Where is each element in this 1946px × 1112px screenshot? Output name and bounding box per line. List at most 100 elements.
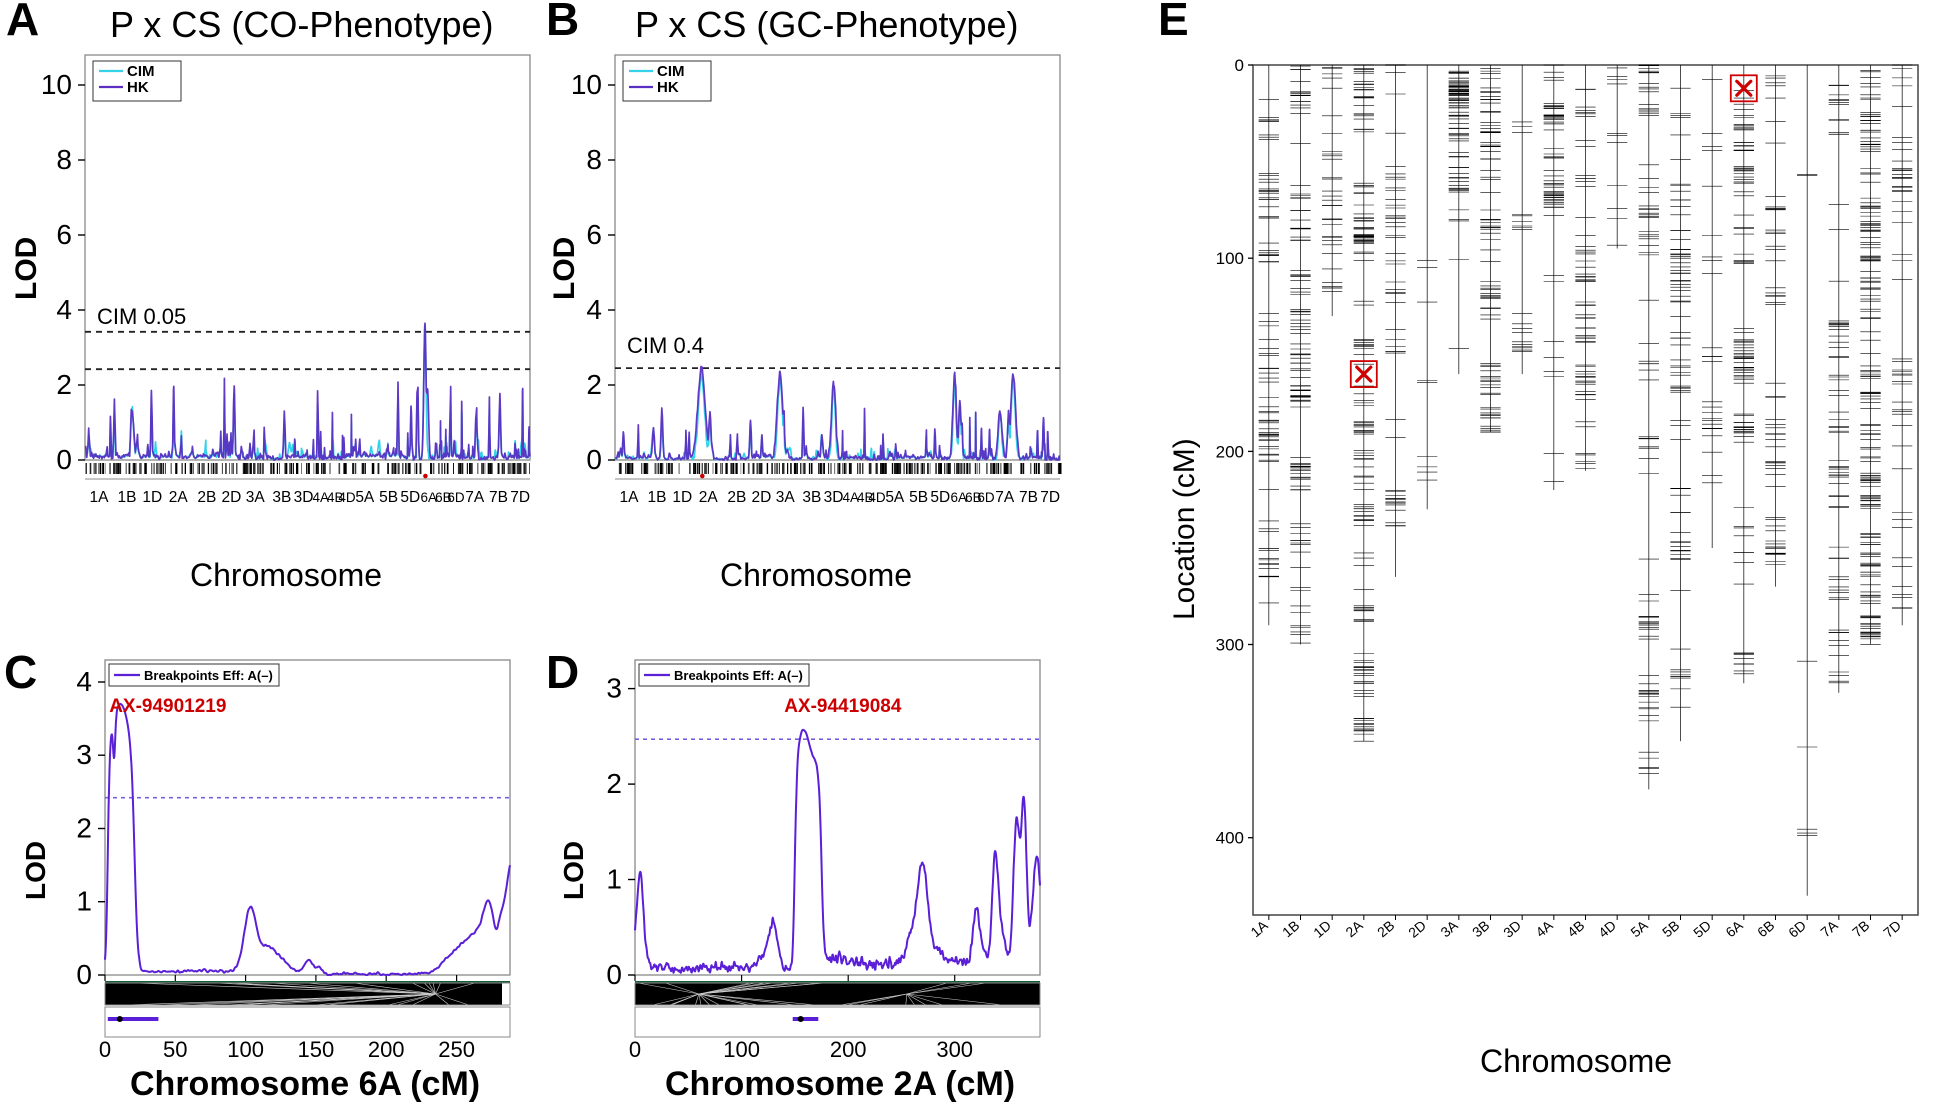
svg-text:7A: 7A [1817,917,1841,941]
svg-text:4D: 4D [338,490,356,505]
svg-text:7B: 7B [489,489,508,506]
svg-text:CIM: CIM [657,63,685,80]
svg-text:6B: 6B [1754,917,1777,940]
svg-text:6A: 6A [1722,917,1746,941]
svg-text:3: 3 [76,739,92,770]
svg-text:1: 1 [76,886,92,917]
svg-text:1: 1 [606,864,622,895]
svg-text:5D: 5D [1690,917,1714,941]
svg-text:8: 8 [586,144,602,175]
svg-text:1B: 1B [118,489,137,506]
svg-text:3A: 3A [246,489,266,506]
svg-text:3: 3 [606,673,622,704]
svg-text:HK: HK [127,79,149,96]
svg-text:0: 0 [1235,56,1244,75]
svg-text:6D: 6D [1785,917,1809,941]
svg-text:2: 2 [76,813,92,844]
svg-text:3D: 3D [294,489,314,506]
svg-text:4D: 4D [868,490,886,505]
svg-text:7B: 7B [1019,489,1038,506]
svg-text:300: 300 [936,1037,973,1062]
svg-text:1A: 1A [90,489,110,506]
svg-text:10: 10 [571,69,602,100]
svg-text:0: 0 [606,959,622,990]
svg-text:3B: 3B [802,489,821,506]
svg-text:4D: 4D [1595,917,1619,941]
svg-text:AX-94901219: AX-94901219 [109,696,226,717]
svg-text:2: 2 [586,369,602,400]
svg-text:7D: 7D [1040,489,1060,506]
svg-text:CIM: CIM [127,63,155,80]
svg-text:2B: 2B [197,489,216,506]
svg-text:2: 2 [56,369,72,400]
svg-text:100: 100 [723,1037,760,1062]
svg-text:0: 0 [76,959,92,990]
svg-text:AX-94419084: AX-94419084 [784,696,902,717]
svg-text:4: 4 [76,666,92,697]
svg-text:3B: 3B [272,489,291,506]
svg-text:400: 400 [1216,829,1244,848]
svg-text:5D: 5D [400,489,420,506]
svg-text:10: 10 [41,69,72,100]
svg-text:50: 50 [163,1037,187,1062]
svg-text:100: 100 [1216,249,1244,268]
svg-text:200: 200 [830,1037,867,1062]
svg-text:1A: 1A [1247,917,1271,941]
svg-text:2D: 2D [751,489,771,506]
svg-text:Breakpoints Eff: A(–): Breakpoints Eff: A(–) [674,668,803,683]
svg-text:5B: 5B [1659,917,1682,940]
svg-text:1B: 1B [648,489,667,506]
svg-text:5A: 5A [1627,917,1651,941]
svg-text:CIM 0.4: CIM 0.4 [627,333,704,358]
svg-text:4: 4 [586,294,602,325]
svg-text:Breakpoints Eff: A(–): Breakpoints Eff: A(–) [144,668,273,683]
svg-text:1D: 1D [142,489,162,506]
svg-text:7D: 7D [510,489,530,506]
svg-text:3A: 3A [1437,917,1461,941]
svg-text:2A: 2A [1342,917,1366,941]
svg-text:6D: 6D [977,490,995,505]
svg-text:HK: HK [657,79,679,96]
svg-text:5B: 5B [379,489,398,506]
svg-text:2A: 2A [169,489,189,506]
svg-text:3D: 3D [1500,917,1524,941]
svg-text:6D: 6D [447,490,465,505]
svg-text:200: 200 [368,1037,405,1062]
svg-text:7B: 7B [1849,917,1872,940]
svg-text:0: 0 [586,444,602,475]
svg-text:150: 150 [298,1037,335,1062]
svg-text:5A: 5A [355,489,375,506]
svg-text:4B: 4B [1564,917,1587,940]
svg-text:0: 0 [56,444,72,475]
svg-text:250: 250 [438,1037,475,1062]
svg-text:CIM 0.05: CIM 0.05 [97,304,186,329]
svg-text:200: 200 [1216,442,1244,461]
svg-text:1D: 1D [672,489,692,506]
svg-text:3A: 3A [776,489,796,506]
svg-text:5D: 5D [930,489,950,506]
svg-text:2D: 2D [221,489,241,506]
svg-text:4: 4 [56,294,72,325]
svg-text:2A: 2A [699,489,719,506]
svg-text:7A: 7A [995,489,1015,506]
svg-text:4A: 4A [1532,917,1556,941]
svg-text:5A: 5A [885,489,905,506]
svg-text:1B: 1B [1279,917,1302,940]
svg-text:100: 100 [227,1037,264,1062]
svg-text:5B: 5B [909,489,928,506]
svg-text:2: 2 [606,768,622,799]
svg-text:0: 0 [99,1037,111,1062]
svg-text:300: 300 [1216,636,1244,655]
svg-text:1D: 1D [1310,917,1334,941]
svg-text:1A: 1A [620,489,640,506]
svg-text:8: 8 [56,144,72,175]
svg-text:6: 6 [586,219,602,250]
svg-text:0: 0 [629,1037,641,1062]
svg-text:2B: 2B [727,489,746,506]
svg-text:7A: 7A [465,489,485,506]
svg-text:2B: 2B [1374,917,1397,940]
svg-text:3B: 3B [1469,917,1492,940]
svg-text:2D: 2D [1405,917,1429,941]
svg-text:6: 6 [56,219,72,250]
svg-text:7D: 7D [1880,917,1904,941]
